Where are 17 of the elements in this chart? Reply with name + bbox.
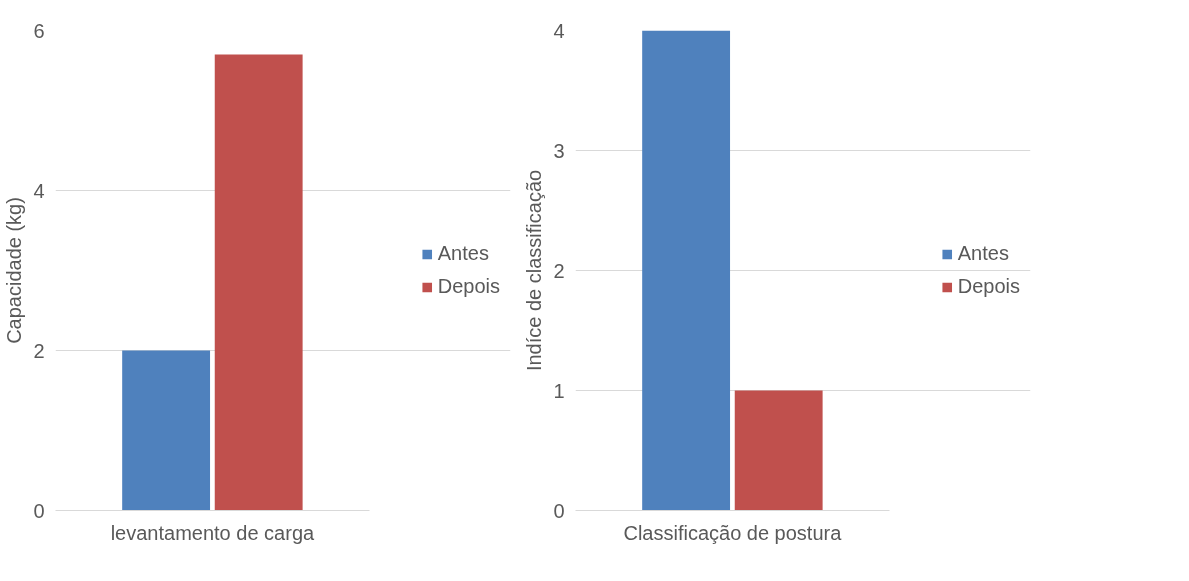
y-axis-title: Capacidade (kg) [3, 197, 26, 344]
y-tick-label: 2 [33, 339, 45, 362]
legend-label: Depois [437, 275, 500, 298]
x-tick-label: levantamento de carga [110, 521, 316, 544]
y-tick-label: 0 [553, 499, 565, 522]
y-tick-label: 6 [33, 19, 45, 42]
legend-label: Antes [957, 242, 1009, 265]
y-tick-label: 0 [33, 499, 45, 522]
y-tick-label: 4 [33, 179, 45, 202]
y-tick-label: 3 [553, 139, 565, 162]
legend-label: Antes [437, 242, 489, 265]
y-tick-label: 1 [553, 379, 565, 402]
legend-label: Depois [957, 275, 1020, 298]
x-tick-label: Classificação de postura [623, 521, 843, 544]
y-tick-label: 4 [553, 19, 565, 42]
y-tick-label: 2 [553, 259, 565, 282]
y-axis-title: Indíce de classificação [523, 169, 546, 372]
